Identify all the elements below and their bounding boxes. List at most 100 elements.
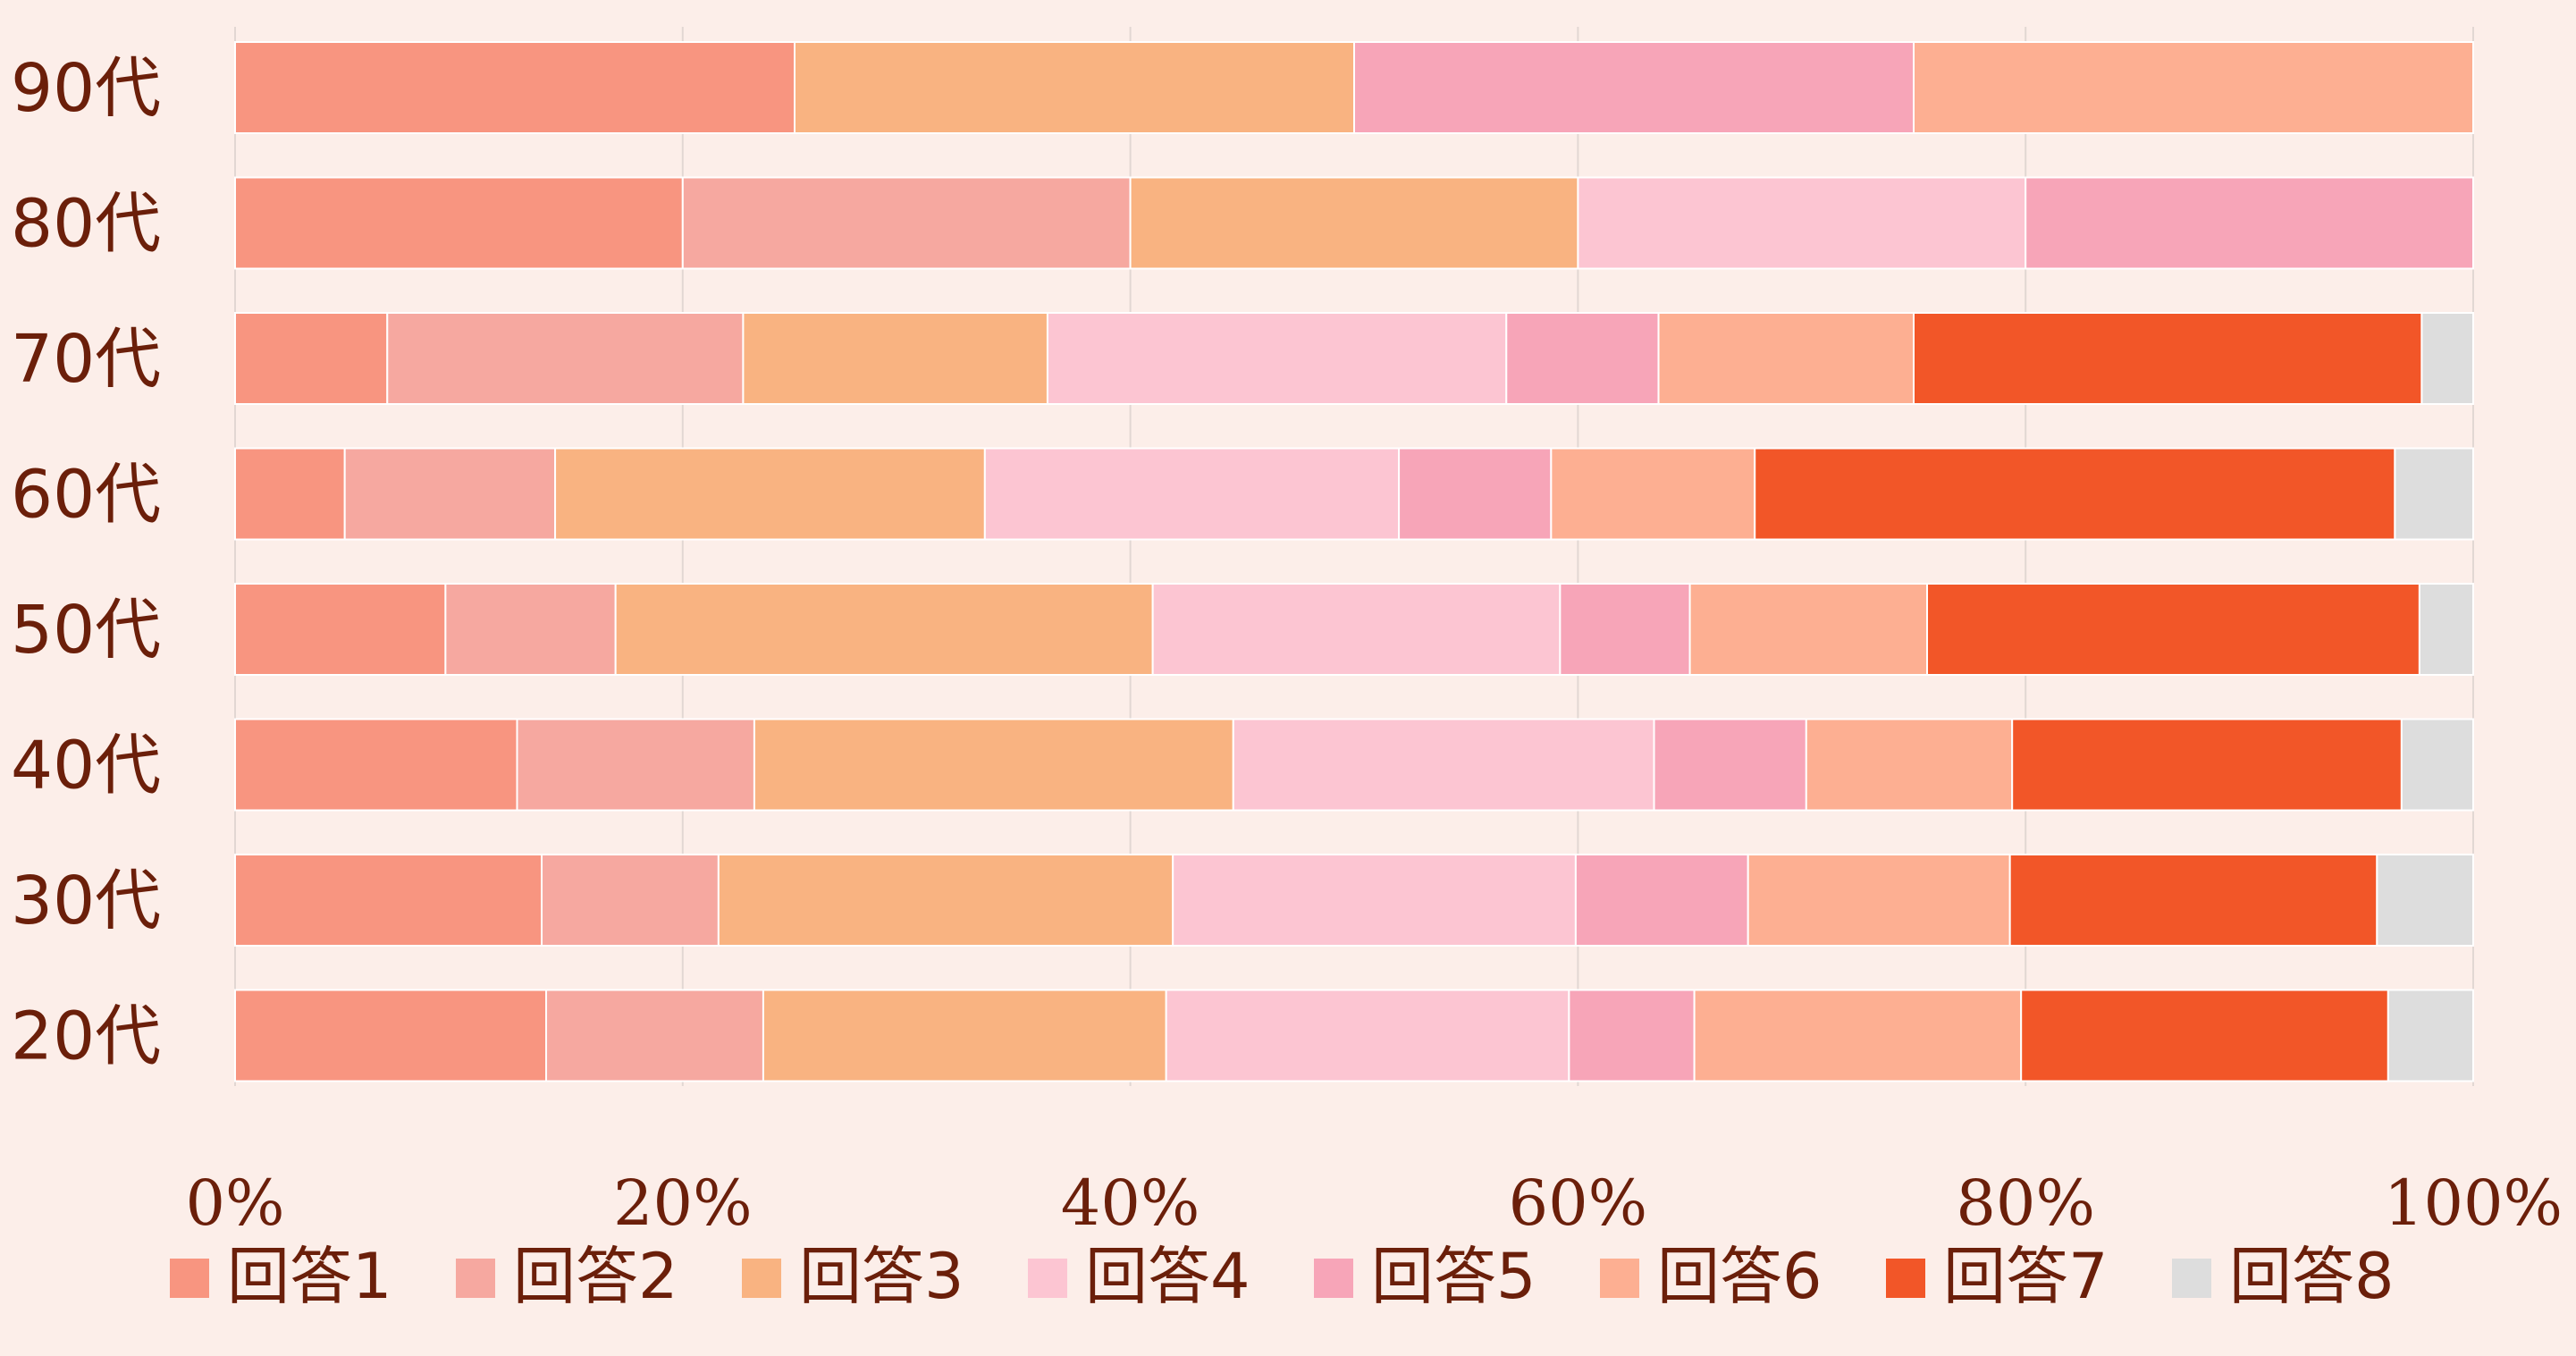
bar-segment-3 [717, 854, 1174, 947]
x-tick-label: 20% [613, 1166, 753, 1240]
legend-item-7: 回答7 [1886, 1240, 2109, 1313]
bar-segment-7 [1926, 583, 2420, 676]
x-tick-labels: 0% 20% 40% 60% 80% 100% [185, 1166, 2563, 1240]
bar-segment-3 [1129, 176, 1579, 270]
bar-row-7 [234, 989, 2474, 1082]
bar-segment-1 [234, 583, 447, 676]
bar-segment-6 [1688, 583, 1929, 676]
category-label: 20代 [11, 998, 161, 1075]
bar-segment-6 [1913, 41, 2474, 134]
bar-segment-6 [1550, 447, 1756, 541]
bar-row-0 [234, 41, 2474, 134]
legend-item-5: 回答5 [1314, 1240, 1536, 1313]
bar-segment-7 [2011, 718, 2403, 812]
bar-segment-5 [1653, 718, 1807, 812]
legend-item-4: 回答4 [1028, 1240, 1250, 1313]
bar-segment-6 [1747, 854, 2011, 947]
legend-swatch [456, 1259, 495, 1298]
bar-row-4 [234, 583, 2475, 676]
x-tick-label: 40% [1061, 1166, 1200, 1240]
legend-item-3: 回答3 [742, 1240, 964, 1313]
legend-swatch [1314, 1259, 1353, 1298]
bar-segment-5 [2025, 176, 2474, 270]
x-tick-label: 0% [185, 1166, 284, 1240]
category-label: 30代 [11, 863, 161, 939]
bar-row-3 [234, 447, 2475, 541]
legend-label: 回答8 [2229, 1240, 2395, 1313]
bar-segment-5 [1505, 312, 1660, 405]
bar-segment-1 [234, 854, 543, 947]
bar-segment-2 [444, 583, 617, 676]
legend-label: 回答1 [227, 1240, 392, 1313]
category-label: 50代 [11, 592, 161, 669]
bar-segment-5 [1559, 583, 1691, 676]
bars [234, 41, 2475, 1082]
bar-segment-2 [681, 176, 1132, 270]
category-label: 80代 [11, 186, 161, 263]
bar-row-2 [234, 312, 2474, 405]
bar-segment-4 [1151, 583, 1562, 676]
bar-segment-2 [541, 854, 720, 947]
bar-segment-1 [234, 718, 518, 812]
bar-segment-8 [2387, 989, 2474, 1082]
bar-segment-2 [343, 447, 557, 541]
category-label: 90代 [11, 50, 161, 127]
legend-swatch [1886, 1259, 1925, 1298]
legend-item-6: 回答6 [1600, 1240, 1823, 1313]
bar-segment-7 [2008, 854, 2378, 947]
bar-segment-4 [1232, 718, 1655, 812]
bar-segment-4 [1165, 989, 1570, 1082]
legend-swatch [1028, 1259, 1067, 1298]
bar-segment-4 [1577, 176, 2027, 270]
bar-segment-8 [2400, 718, 2475, 812]
bar-segment-8 [2376, 854, 2474, 947]
bar-segment-6 [1657, 312, 1915, 405]
bar-segment-5 [1353, 41, 1915, 134]
legend-swatch [2172, 1259, 2211, 1298]
x-tick-label: 100% [2384, 1166, 2563, 1240]
bar-segment-7 [1913, 312, 2423, 405]
bar-segment-6 [1805, 718, 2014, 812]
bar-segment-8 [2420, 312, 2474, 405]
bar-segment-7 [1754, 447, 2396, 541]
bar-segment-3 [554, 447, 986, 541]
bar-segment-5 [1574, 854, 1749, 947]
bar-row-1 [234, 176, 2474, 270]
x-tick-label: 80% [1956, 1166, 2095, 1240]
category-label: 70代 [11, 321, 161, 398]
legend-label: 回答5 [1371, 1240, 1536, 1313]
bar-row-5 [234, 718, 2475, 812]
bar-segment-1 [234, 989, 548, 1082]
legend-label: 回答4 [1085, 1240, 1250, 1313]
bar-segment-7 [2020, 989, 2389, 1082]
bar-segment-2 [516, 718, 755, 812]
bar-segment-3 [614, 583, 1154, 676]
bar-row-6 [234, 854, 2474, 947]
legend-label: 回答6 [1657, 1240, 1823, 1313]
legend-swatch [742, 1259, 781, 1298]
bar-segment-5 [1568, 989, 1696, 1082]
bar-segment-3 [762, 989, 1167, 1082]
legend-swatch [1600, 1259, 1639, 1298]
legend-label: 回答2 [513, 1240, 678, 1313]
bar-segment-4 [983, 447, 1401, 541]
bar-segment-6 [1693, 989, 2023, 1082]
category-label: 60代 [11, 457, 161, 534]
bar-segment-1 [234, 447, 346, 541]
x-tick-label: 60% [1509, 1166, 1648, 1240]
legend-swatch [170, 1259, 209, 1298]
bar-segment-1 [234, 176, 684, 270]
bar-segment-5 [1398, 447, 1553, 541]
bar-segment-3 [753, 718, 1234, 812]
category-label: 40代 [11, 728, 161, 804]
bar-segment-8 [2394, 447, 2475, 541]
legend-label: 回答7 [1943, 1240, 2109, 1313]
legend-item-8: 回答8 [2172, 1240, 2395, 1313]
bar-segment-4 [1172, 854, 1577, 947]
legend: 回答1 回答2 回答3 回答4 回答5 回答6 回答7 回答8 [170, 1240, 2395, 1313]
bar-segment-3 [742, 312, 1048, 405]
bar-segment-4 [1046, 312, 1508, 405]
bar-segment-2 [545, 989, 764, 1082]
